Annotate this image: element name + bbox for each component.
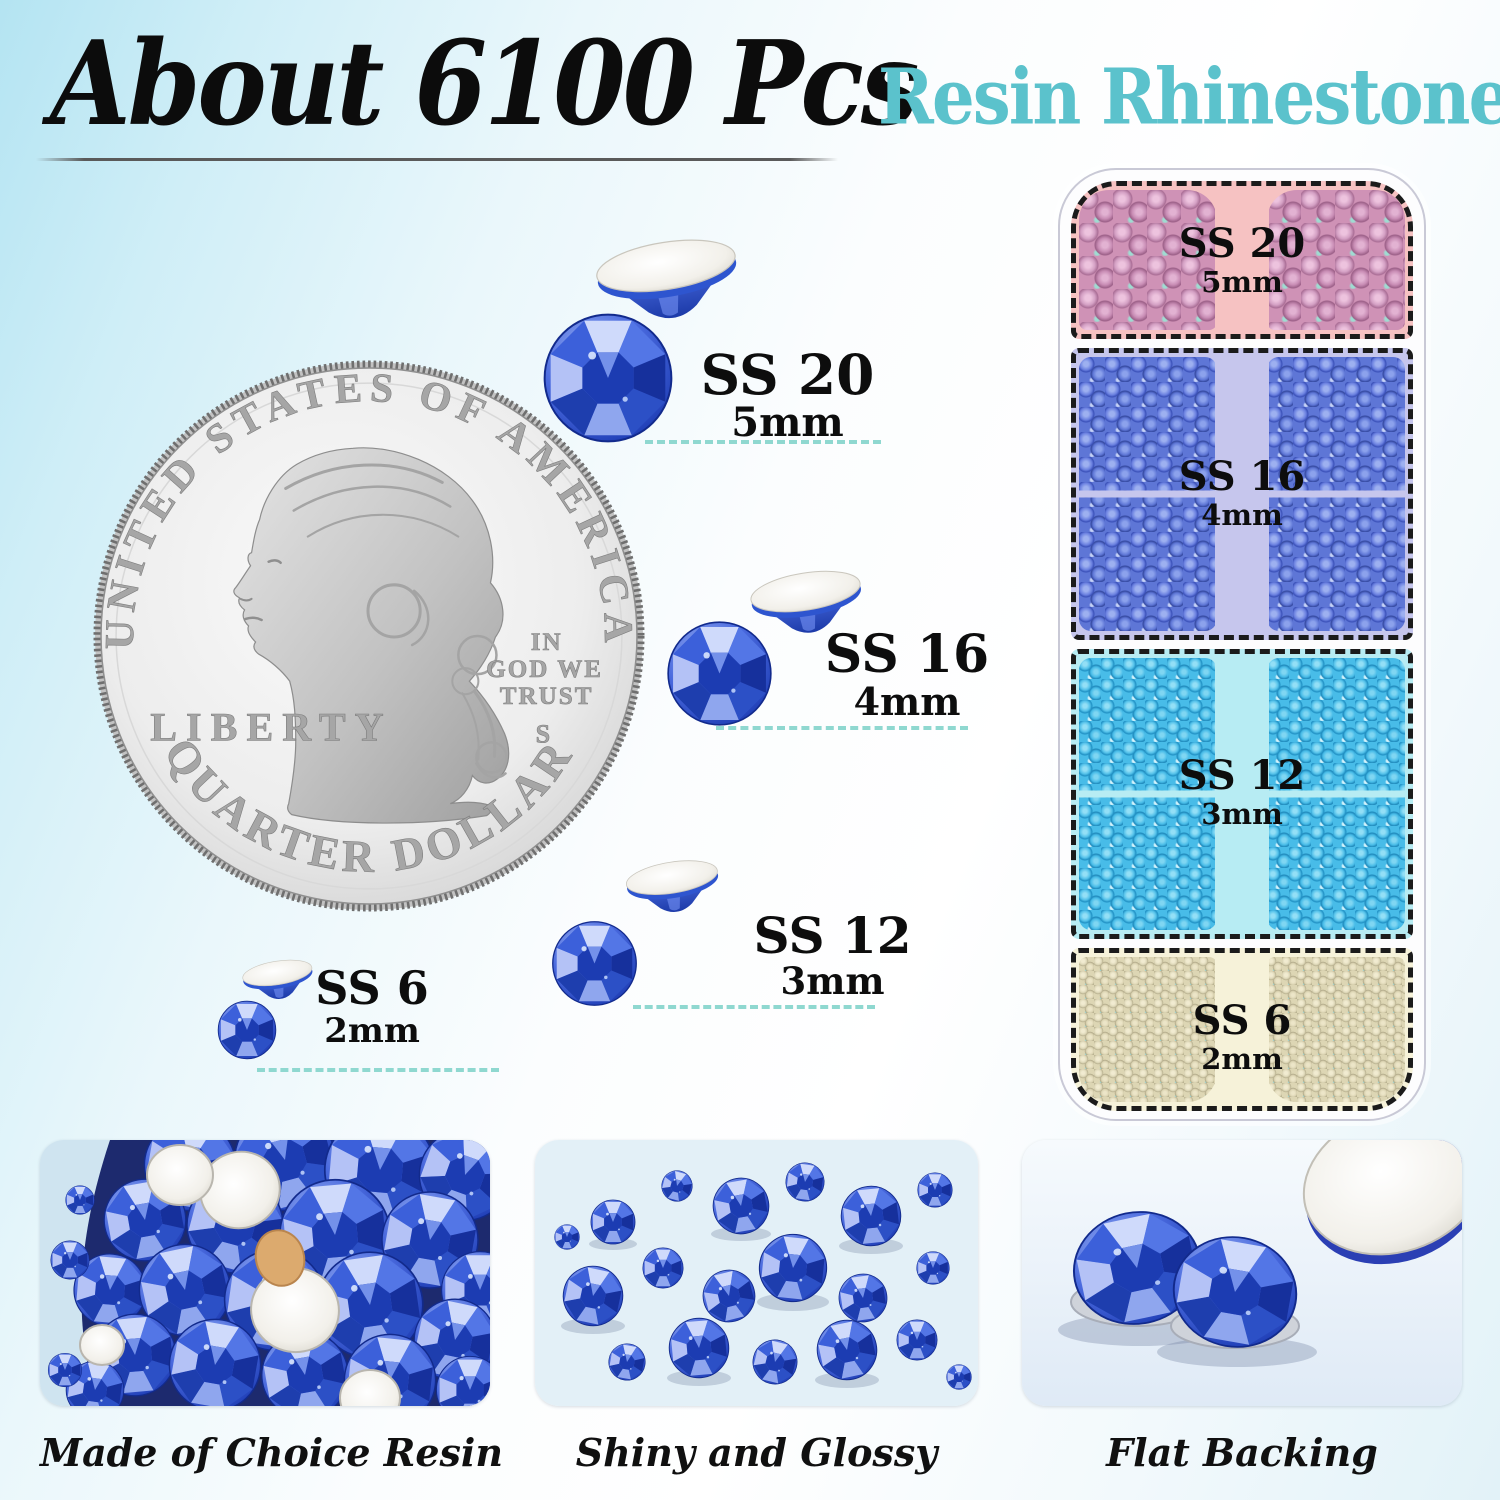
- compartment: [1267, 190, 1405, 330]
- big-gem-right: [1164, 1226, 1306, 1358]
- caption-flat-backing: Flat Backing: [1106, 1430, 1378, 1475]
- ss20-gem: [542, 312, 674, 448]
- case-label-ss6-mm: 2mm: [1201, 1042, 1283, 1076]
- compartment: [1267, 357, 1405, 631]
- gold-back: [254, 1229, 306, 1287]
- page-title: About 6100 Pcs: [50, 14, 919, 152]
- shiny-gems-graphic: [535, 1140, 978, 1406]
- compartment: [1267, 658, 1405, 930]
- washington-bust: [233, 447, 510, 824]
- coin-motto-line2: GOD WE: [486, 656, 603, 683]
- case-label-ss12: SS 12: [1178, 752, 1306, 799]
- case-section-ss16: SS 16 4mm: [1071, 348, 1413, 640]
- quarter-coin: UNITED STATES OF AMERICA QUARTER DOLLAR …: [93, 360, 645, 912]
- gem-icon: [217, 1000, 277, 1060]
- title-underline: [36, 158, 838, 161]
- ss12-mm-label: 3mm: [780, 959, 885, 1003]
- case-center-channel: [1215, 654, 1269, 934]
- ss6-dashed-rule: [257, 1068, 499, 1072]
- case-label-ss12-mm: 3mm: [1201, 797, 1283, 831]
- case-center-channel: [1215, 353, 1269, 635]
- coin-mint-mark: S: [536, 719, 551, 748]
- ss6-mm-label: 2mm: [324, 1011, 420, 1051]
- gem-icon: [543, 313, 673, 443]
- ss16-dashed-rule: [716, 726, 968, 730]
- case-section-ss20: SS 20 5mm: [1071, 181, 1413, 339]
- case-section-ss6: SS 6 2mm: [1071, 948, 1413, 1111]
- gem-icon: [552, 921, 637, 1006]
- case-label-ss16: SS 16: [1178, 453, 1306, 500]
- compartment-divider: [1267, 790, 1405, 798]
- quarter-coin-graphic: UNITED STATES OF AMERICA QUARTER DOLLAR …: [93, 360, 645, 912]
- case-label-ss6: SS 6: [1192, 997, 1292, 1044]
- case-label-ss16-mm: 4mm: [1201, 498, 1283, 532]
- compartment-divider: [1079, 790, 1217, 798]
- page-subtitle: Resin Rhinestones: [878, 52, 1500, 143]
- ss20-size-label: SS 20: [700, 342, 875, 407]
- ss12-dashed-rule: [633, 1005, 875, 1009]
- coin-motto-line1: IN: [531, 629, 563, 656]
- ss20-dashed-rule: [645, 440, 881, 444]
- compartment: [1079, 357, 1217, 631]
- ss12-gem: [551, 920, 638, 1011]
- photo-shiny-gems: [535, 1140, 978, 1406]
- photo-flat-backing: [1022, 1140, 1462, 1406]
- ss6-gem: [217, 1000, 277, 1064]
- coin-reeded-edge: [93, 360, 645, 912]
- caption-shiny: Shiny and Glossy: [575, 1430, 938, 1475]
- compartment: [1267, 957, 1405, 1102]
- flat-backs: [79, 1144, 401, 1406]
- case-center-channel: [1215, 186, 1269, 334]
- resin-pile-graphic: [40, 1140, 490, 1406]
- flat-backing-graphic: [1022, 1140, 1462, 1406]
- compartment-divider: [1079, 490, 1217, 498]
- coin-inner-rim: [115, 382, 623, 890]
- hair-detail: [284, 463, 508, 779]
- compartment: [1079, 957, 1217, 1102]
- compartment: [1079, 658, 1217, 930]
- ss6-size-label: SS 6: [315, 961, 429, 1015]
- case-center-channel: [1215, 953, 1269, 1106]
- ss12-size-label: SS 12: [753, 906, 912, 965]
- case-label-ss20: SS 20: [1178, 220, 1306, 267]
- coin-motto-line3: TRUST: [500, 683, 594, 710]
- flipped-stone: [1302, 1140, 1462, 1265]
- ss20-mm-label: 5mm: [731, 399, 844, 446]
- case-section-ss12: SS 12 3mm: [1071, 649, 1413, 939]
- compartment-divider: [1267, 490, 1405, 498]
- gem-icon: [667, 621, 772, 726]
- rhinestone-case: SS 20 5mm SS 16 4mm SS 12 3mm SS 6 2mm: [1058, 168, 1426, 1121]
- ss16-mm-label: 4mm: [853, 679, 961, 724]
- coin-liberty: LIBERTY: [150, 704, 392, 749]
- photo-resin-pile: [40, 1140, 490, 1406]
- face-detail: [239, 559, 282, 622]
- caption-resin: Made of Choice Resin: [40, 1430, 503, 1475]
- compartment: [1079, 190, 1217, 330]
- case-label-ss20-mm: 5mm: [1201, 265, 1283, 299]
- ss16-gem: [666, 620, 773, 731]
- ss16-size-label: SS 16: [824, 624, 990, 685]
